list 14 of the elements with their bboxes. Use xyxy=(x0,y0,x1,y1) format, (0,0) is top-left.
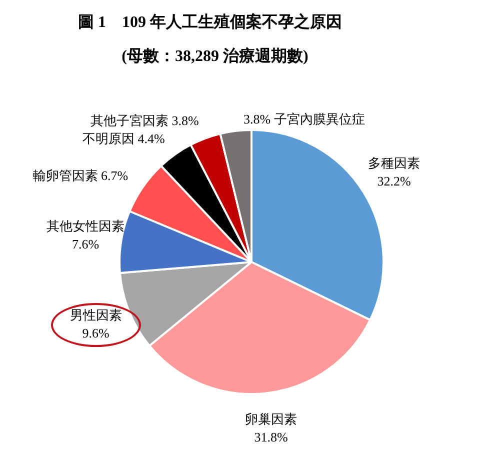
slice-label: 輸卵管因素 6.7% xyxy=(32,168,128,184)
slice-label: 其他女性因素 xyxy=(46,218,125,234)
slice-label: 其他子宮因素 3.8% xyxy=(90,112,200,128)
slice-label: 卵巢因素 xyxy=(245,411,298,426)
data-label: 7.6% xyxy=(72,236,100,252)
data-label: 32.2% xyxy=(377,173,411,188)
slice-label: 不明原因 4.4% xyxy=(82,131,165,146)
slice-label: 男性因素 xyxy=(70,308,122,323)
chart-subtitle: (母數：38,289 治療週期數) xyxy=(120,46,310,67)
data-label: 31.8% xyxy=(254,429,288,444)
slice-label: 3.8% 子宮內膜異位症 xyxy=(244,111,365,126)
chart-title: 圖 1 109 年人工生殖個案不孕之原因 xyxy=(77,12,343,33)
slice-label: 多種因素 xyxy=(368,155,420,170)
data-label: 9.6% xyxy=(82,326,110,341)
